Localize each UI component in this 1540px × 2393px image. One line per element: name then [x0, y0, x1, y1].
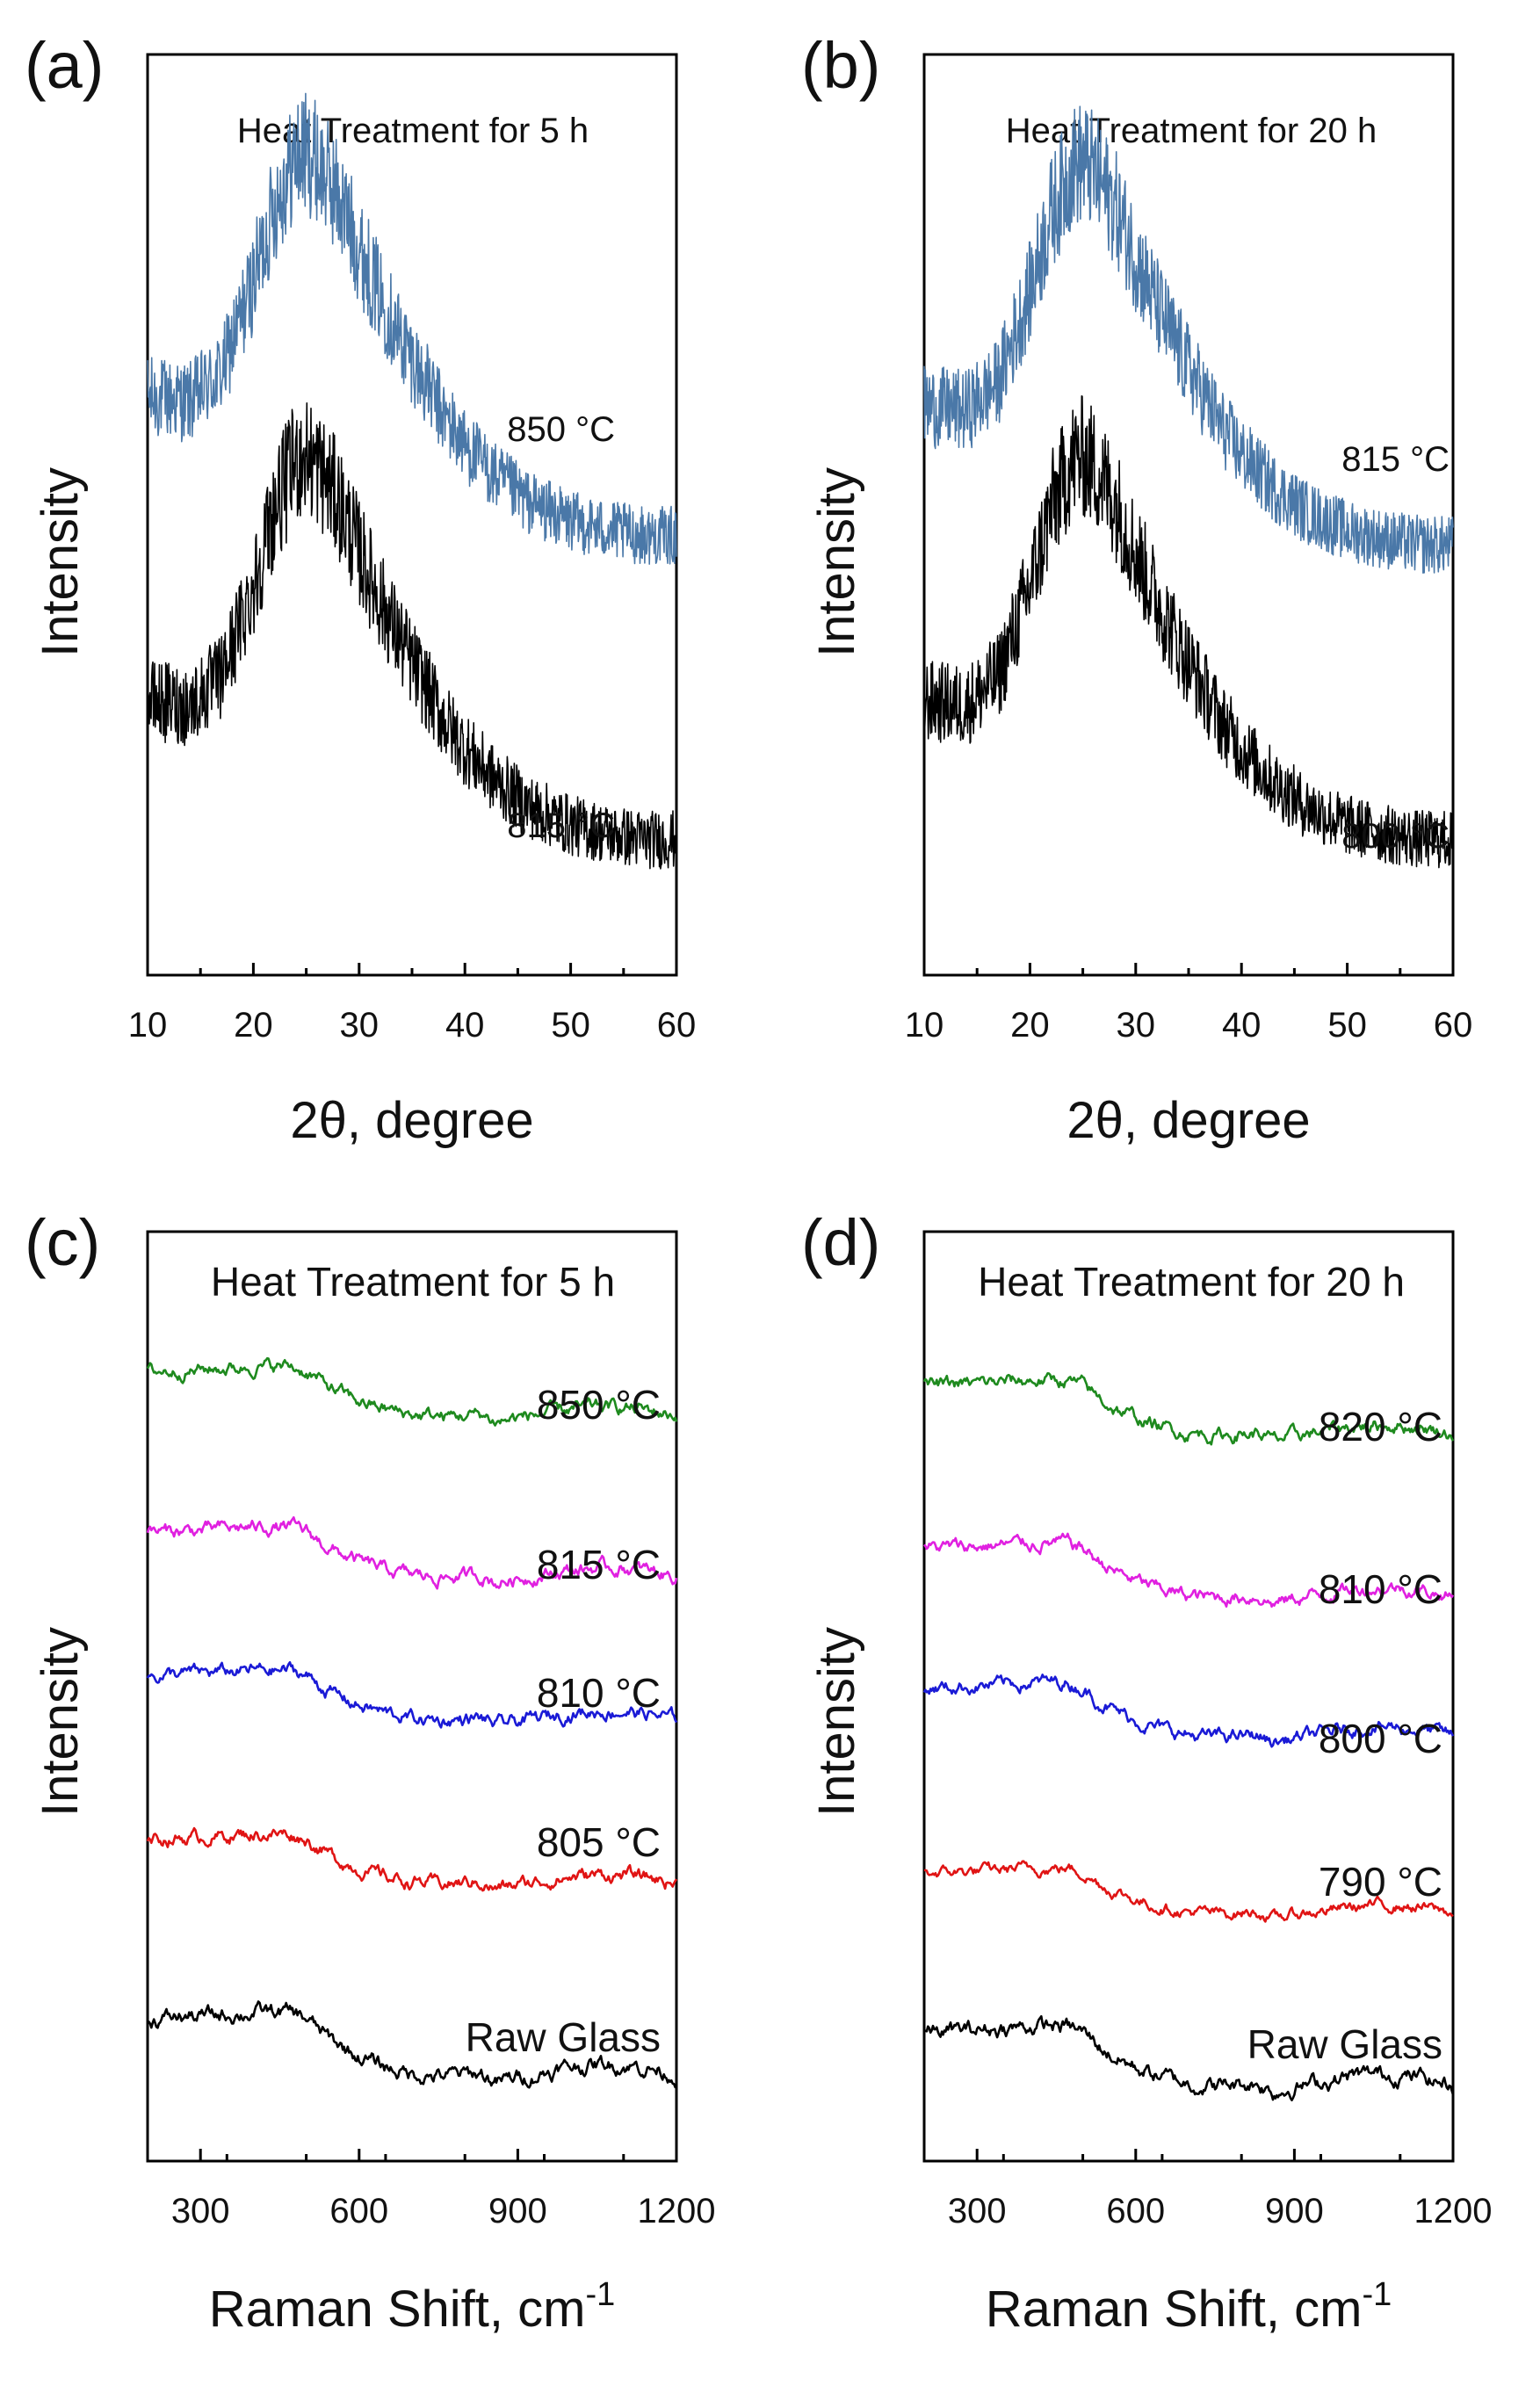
series-line	[922, 1372, 1455, 1446]
series-line	[146, 1826, 678, 1892]
x-tick-label: 1200	[638, 2192, 716, 2230]
series-label: 805 °C	[537, 1819, 661, 1865]
x-tick-label: 60	[1434, 1006, 1473, 1045]
plot-frame-2	[146, 1230, 678, 2163]
x-tick-label: 20	[234, 1006, 273, 1045]
series-label: 820 °C	[1319, 1404, 1442, 1450]
series-label: 815 °C	[537, 1542, 661, 1587]
x-tick-label: 900	[1265, 2192, 1324, 2230]
x-tick-label: 600	[329, 2192, 388, 2230]
panel-letter: (c)	[25, 1206, 100, 1279]
x-tick-label: 900	[488, 2192, 547, 2230]
panel-letter: (d)	[801, 1206, 880, 1279]
series-label: 810 °C	[537, 1670, 661, 1716]
series-label: 815 °C	[507, 806, 615, 845]
x-tick-label: 40	[445, 1006, 485, 1045]
x-tick-label: 300	[171, 2192, 230, 2230]
series-line	[923, 1532, 1455, 1609]
series-line	[147, 402, 677, 870]
x-axis-label: Raman Shift, cm-1	[986, 2276, 1392, 2338]
x-tick-label: 60	[657, 1006, 697, 1045]
series-line	[923, 2014, 1455, 2101]
x-tick-label: 10	[128, 1006, 168, 1045]
chart-title: Heat Treatment for 5 h	[211, 1259, 615, 1305]
x-axis-label: 2θ, degree	[290, 1092, 533, 1149]
x-axis-label: 2θ, degree	[1066, 1092, 1310, 1149]
y-axis-label: Intensity	[32, 467, 89, 657]
x-tick-label: 300	[948, 2192, 1007, 2230]
series-label: 850 °C	[507, 410, 615, 449]
series-line	[146, 1356, 678, 1427]
series-line	[147, 92, 677, 565]
series-label: 815 °C	[1341, 440, 1450, 479]
y-axis-label: Intensity	[32, 1627, 89, 1817]
series-label: 800 °C	[1341, 817, 1450, 856]
series-line	[923, 105, 1454, 574]
x-tick-label: 10	[905, 1006, 944, 1045]
chart-title: Heat Treatment for 20 h	[978, 1259, 1405, 1305]
series-line	[922, 1674, 1455, 1748]
x-tick-label: 30	[340, 1006, 380, 1045]
x-tick-label: 30	[1117, 1006, 1156, 1045]
series-label: 800 °C	[1319, 1716, 1442, 1761]
x-tick-label: 50	[551, 1006, 590, 1045]
series-line	[923, 1860, 1454, 1923]
series-label: Raw Glass	[1247, 2021, 1442, 2067]
series-line	[146, 1660, 678, 1729]
series-label: 850 °C	[537, 1382, 661, 1428]
x-axis-label: Raman Shift, cm-1	[209, 2276, 615, 2338]
plot-frame-3	[922, 1230, 1455, 2163]
x-axis-label-superscript: -1	[1362, 2276, 1392, 2313]
series-label: 810 °C	[1319, 1566, 1442, 1612]
series-line	[146, 2000, 678, 2089]
chart-title: Heat Treatment for 20 h	[1006, 112, 1377, 150]
x-tick-label: 1200	[1414, 2192, 1493, 2230]
x-axis-label-superscript: -1	[585, 2276, 615, 2313]
x-tick-label: 20	[1010, 1006, 1050, 1045]
x-tick-label: 50	[1327, 1006, 1367, 1045]
series-line	[146, 1516, 678, 1590]
y-axis-label: Intensity	[808, 1627, 865, 1817]
x-tick-label: 600	[1106, 2192, 1165, 2230]
panel-letter: (b)	[801, 29, 880, 102]
x-tick-label: 40	[1222, 1006, 1262, 1045]
series-label: Raw Glass	[466, 2014, 661, 2060]
y-axis-label: Intensity	[808, 467, 865, 657]
series-line	[923, 395, 1454, 869]
panel-letter: (a)	[25, 29, 104, 102]
series-label: 790 °C	[1319, 1859, 1442, 1905]
